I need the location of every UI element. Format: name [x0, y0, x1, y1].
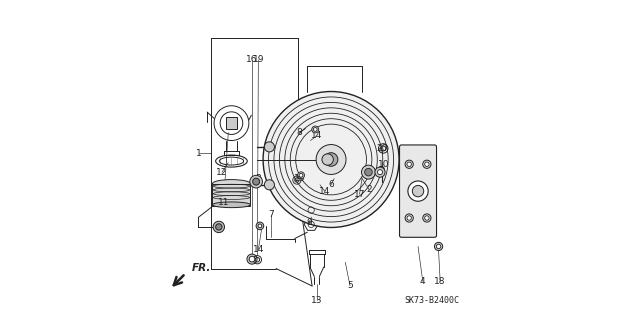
Text: 16: 16 — [246, 56, 258, 64]
Circle shape — [316, 145, 346, 174]
Circle shape — [298, 172, 305, 179]
Circle shape — [253, 178, 260, 185]
Circle shape — [299, 174, 303, 177]
Text: 17: 17 — [354, 190, 365, 199]
Circle shape — [322, 154, 333, 165]
Circle shape — [264, 180, 275, 190]
Ellipse shape — [212, 202, 250, 208]
Circle shape — [425, 162, 429, 167]
Text: 14: 14 — [319, 187, 330, 196]
Text: 19: 19 — [253, 56, 264, 64]
Circle shape — [423, 214, 431, 222]
Text: 12: 12 — [216, 168, 228, 177]
Text: 1: 1 — [196, 149, 202, 158]
Text: 18: 18 — [435, 277, 446, 286]
Circle shape — [362, 165, 376, 179]
Circle shape — [375, 167, 385, 177]
Circle shape — [365, 168, 372, 176]
Text: 5: 5 — [347, 281, 353, 291]
Text: 3: 3 — [255, 174, 261, 183]
Circle shape — [423, 160, 431, 168]
Text: 13: 13 — [311, 296, 323, 305]
Text: 9: 9 — [306, 218, 312, 227]
Circle shape — [435, 242, 443, 250]
Circle shape — [249, 256, 255, 262]
Text: 11: 11 — [218, 198, 229, 207]
Text: 4: 4 — [420, 277, 426, 286]
Circle shape — [216, 224, 222, 230]
Bar — [212, 184, 250, 206]
Circle shape — [425, 216, 429, 220]
Text: 6: 6 — [328, 180, 334, 189]
Circle shape — [256, 222, 264, 230]
Circle shape — [378, 170, 383, 175]
Circle shape — [312, 126, 319, 133]
Circle shape — [408, 181, 428, 201]
Text: SK73-B2400C: SK73-B2400C — [404, 296, 460, 305]
Text: 14: 14 — [253, 245, 264, 254]
Text: 8: 8 — [296, 128, 302, 137]
Circle shape — [314, 128, 317, 131]
Circle shape — [258, 224, 262, 228]
Circle shape — [405, 160, 413, 168]
Text: FR.: FR. — [192, 263, 211, 273]
Circle shape — [213, 221, 225, 233]
Circle shape — [379, 167, 384, 172]
Circle shape — [405, 214, 413, 222]
Text: 2: 2 — [366, 185, 372, 194]
Text: 20: 20 — [376, 144, 387, 153]
Circle shape — [324, 153, 338, 166]
Circle shape — [407, 216, 412, 220]
Circle shape — [407, 162, 412, 167]
Circle shape — [436, 244, 441, 249]
Text: 10: 10 — [378, 160, 389, 169]
Text: 15: 15 — [294, 174, 305, 183]
Circle shape — [247, 254, 257, 264]
Circle shape — [250, 175, 262, 188]
Circle shape — [263, 92, 399, 227]
Text: 7: 7 — [268, 210, 274, 219]
Text: 14: 14 — [311, 131, 323, 140]
Ellipse shape — [212, 180, 250, 188]
Circle shape — [264, 142, 275, 152]
Bar — [226, 117, 237, 129]
FancyBboxPatch shape — [399, 145, 436, 237]
Circle shape — [412, 185, 424, 197]
